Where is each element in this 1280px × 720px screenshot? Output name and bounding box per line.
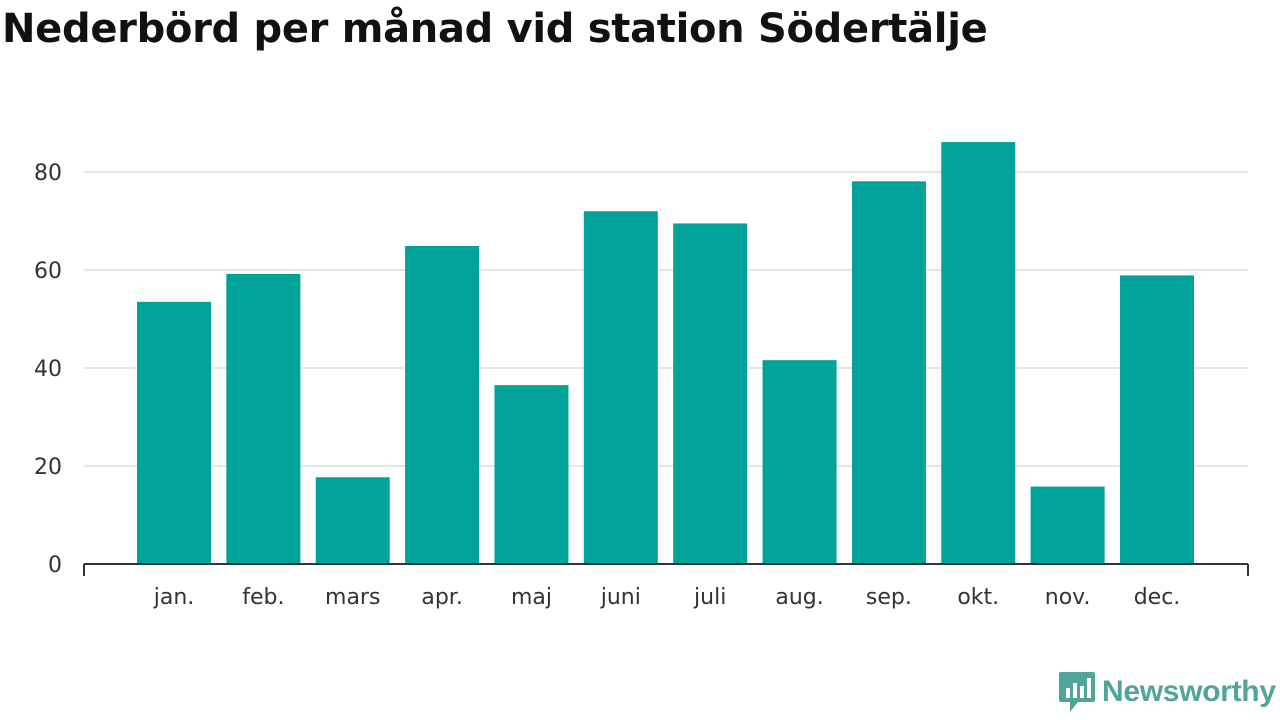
bar-0 (137, 301, 211, 564)
bar-6 (673, 223, 748, 564)
newsworthy-logo-icon (1059, 672, 1095, 712)
bar-5 (583, 211, 658, 564)
x-tick-label-8: sep. (866, 585, 912, 610)
chart-title: Nederbörd per månad vid station Södertäl… (2, 6, 988, 52)
bars (137, 142, 1194, 565)
x-tick-label-9: okt. (957, 585, 999, 610)
bar-9 (941, 142, 1016, 565)
bar-8 (851, 181, 926, 564)
bar-11 (1120, 275, 1194, 564)
y-tick-label-60: 60 (34, 259, 62, 284)
newsworthy-logo-text: Newsworthy (1102, 675, 1276, 708)
x-tick-label-11: dec. (1134, 585, 1181, 610)
y-tick-labels: 0 20 40 60 80 (34, 161, 62, 578)
x-tick-label-4: maj (511, 585, 552, 610)
newsworthy-logo: Newsworthy (1058, 670, 1276, 714)
bar-2 (315, 477, 390, 564)
x-tick-label-3: apr. (421, 585, 462, 610)
x-tick-label-6: juli (693, 585, 726, 610)
axes (83, 563, 1249, 576)
y-tick-label-0: 0 (48, 553, 62, 578)
y-tick-label-80: 80 (34, 161, 62, 186)
bar-1 (226, 273, 301, 564)
bar-10 (1030, 486, 1105, 564)
y-tick-label-20: 20 (34, 455, 62, 480)
x-tick-label-10: nov. (1045, 585, 1091, 610)
x-tick-labels: jan. feb. mars apr. maj juni juli aug. sep. okt. n… (153, 585, 1181, 610)
bar-4 (494, 385, 569, 564)
bar-3 (405, 245, 480, 565)
x-tick-label-0: jan. (153, 585, 195, 610)
bar-7 (762, 360, 837, 564)
x-tick-label-1: feb. (242, 585, 284, 610)
x-tick-label-2: mars (325, 585, 380, 610)
x-tick-label-7: aug. (775, 585, 823, 610)
x-tick-label-5: juni (600, 585, 641, 610)
y-tick-label-40: 40 (34, 357, 62, 382)
